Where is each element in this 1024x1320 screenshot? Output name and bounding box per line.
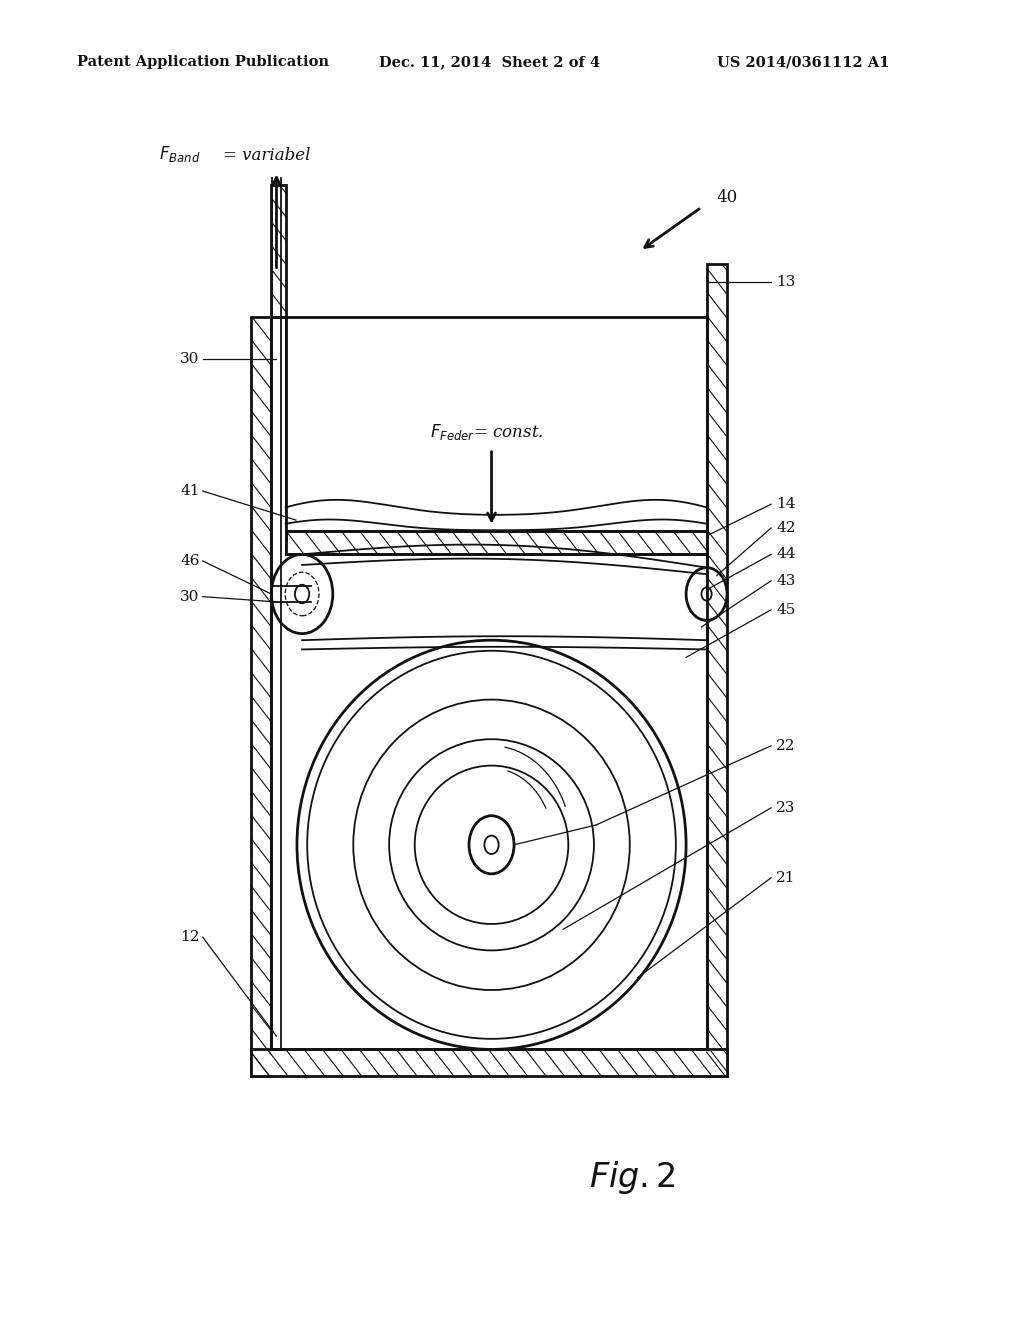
Text: $F_{Feder}$= const.: $F_{Feder}$= const. bbox=[430, 422, 543, 442]
Text: $F_{Band}$: $F_{Band}$ bbox=[159, 144, 201, 164]
Text: 21: 21 bbox=[776, 871, 796, 884]
Circle shape bbox=[701, 587, 712, 601]
Text: US 2014/0361112 A1: US 2014/0361112 A1 bbox=[717, 55, 889, 70]
Text: 41: 41 bbox=[180, 484, 200, 498]
Circle shape bbox=[469, 816, 514, 874]
Text: 23: 23 bbox=[776, 801, 796, 814]
Circle shape bbox=[686, 568, 727, 620]
Text: Patent Application Publication: Patent Application Publication bbox=[77, 55, 329, 70]
Text: 14: 14 bbox=[776, 498, 796, 511]
Bar bbox=[286, 531, 707, 554]
Bar bbox=[251, 1049, 727, 1076]
Text: 42: 42 bbox=[776, 521, 796, 535]
Text: = variabel: = variabel bbox=[223, 147, 310, 164]
Circle shape bbox=[484, 836, 499, 854]
Bar bbox=[707, 264, 727, 1076]
Text: Dec. 11, 2014  Sheet 2 of 4: Dec. 11, 2014 Sheet 2 of 4 bbox=[379, 55, 600, 70]
Text: $\mathit{Fig.2}$: $\mathit{Fig.2}$ bbox=[589, 1159, 676, 1196]
Text: 46: 46 bbox=[180, 554, 200, 568]
Text: 22: 22 bbox=[776, 739, 796, 752]
Circle shape bbox=[295, 585, 309, 603]
Text: 44: 44 bbox=[776, 548, 796, 561]
Text: 45: 45 bbox=[776, 603, 796, 616]
Text: 30: 30 bbox=[180, 590, 200, 603]
Bar bbox=[271, 185, 286, 317]
Text: 13: 13 bbox=[776, 276, 796, 289]
Bar bbox=[251, 317, 271, 1076]
Text: 43: 43 bbox=[776, 574, 796, 587]
Text: 40: 40 bbox=[717, 190, 738, 206]
Circle shape bbox=[271, 554, 333, 634]
Text: 12: 12 bbox=[180, 931, 200, 944]
Text: 30: 30 bbox=[180, 352, 200, 366]
